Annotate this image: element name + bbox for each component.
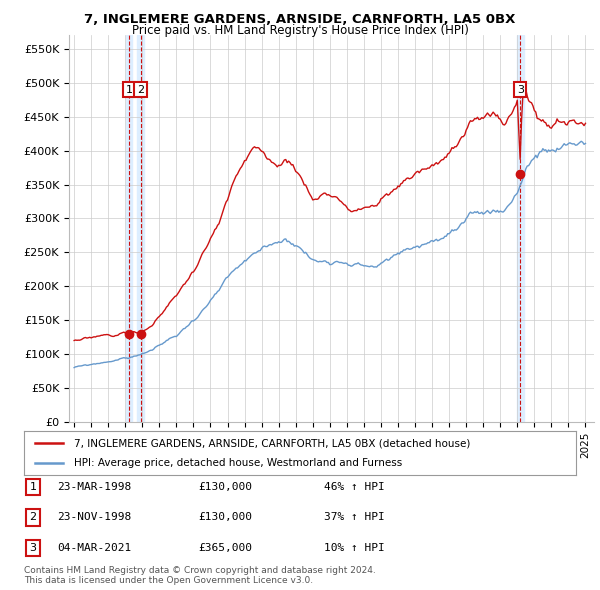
Bar xyxy=(137,35,144,422)
Text: £130,000: £130,000 xyxy=(198,482,252,491)
Text: 2: 2 xyxy=(137,84,144,94)
Text: 7, INGLEMERE GARDENS, ARNSIDE, CARNFORTH, LA5 0BX: 7, INGLEMERE GARDENS, ARNSIDE, CARNFORTH… xyxy=(85,13,515,26)
Text: 1: 1 xyxy=(125,84,133,94)
Text: £365,000: £365,000 xyxy=(198,543,252,553)
Text: 3: 3 xyxy=(29,543,37,553)
Text: 2: 2 xyxy=(29,513,37,522)
Text: 04-MAR-2021: 04-MAR-2021 xyxy=(57,543,131,553)
Text: 10% ↑ HPI: 10% ↑ HPI xyxy=(324,543,385,553)
Text: 7, INGLEMERE GARDENS, ARNSIDE, CARNFORTH, LA5 0BX (detached house): 7, INGLEMERE GARDENS, ARNSIDE, CARNFORTH… xyxy=(74,438,470,448)
Text: £130,000: £130,000 xyxy=(198,513,252,522)
Text: 46% ↑ HPI: 46% ↑ HPI xyxy=(324,482,385,491)
Text: 3: 3 xyxy=(517,84,524,94)
Text: 23-MAR-1998: 23-MAR-1998 xyxy=(57,482,131,491)
Text: 23-NOV-1998: 23-NOV-1998 xyxy=(57,513,131,522)
Text: 37% ↑ HPI: 37% ↑ HPI xyxy=(324,513,385,522)
Bar xyxy=(517,35,524,422)
Text: 1: 1 xyxy=(29,482,37,491)
Text: Contains HM Land Registry data © Crown copyright and database right 2024.
This d: Contains HM Land Registry data © Crown c… xyxy=(24,566,376,585)
Text: Price paid vs. HM Land Registry's House Price Index (HPI): Price paid vs. HM Land Registry's House … xyxy=(131,24,469,37)
Bar xyxy=(125,35,133,422)
Text: HPI: Average price, detached house, Westmorland and Furness: HPI: Average price, detached house, West… xyxy=(74,458,402,467)
